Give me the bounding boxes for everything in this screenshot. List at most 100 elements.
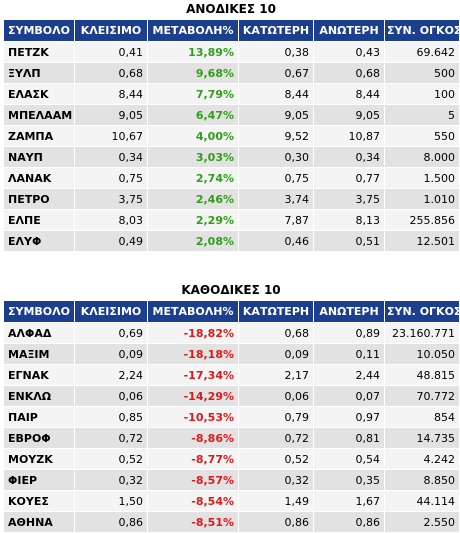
column-header-high[interactable]: ΑΝΩΤΕΡΗ [314, 20, 384, 41]
cell-symbol[interactable]: ΕΒΡΟΦ [4, 428, 74, 448]
cell-symbol[interactable]: ΞΥΛΠ [4, 63, 74, 83]
cell-high: 2,44 [314, 365, 384, 385]
table-row[interactable]: ΝΑΥΠ 0,34 3,03% 0,30 0,34 8.000 [4, 147, 459, 167]
cell-volume: 8.850 [385, 470, 459, 490]
table-row[interactable]: ΕΛΥΦ 0,49 2,08% 0,46 0,51 12.501 [4, 231, 459, 251]
cell-symbol[interactable]: ΑΘΗΝΑ [4, 512, 74, 532]
cell-volume: 4.242 [385, 449, 459, 469]
table-row[interactable]: ΞΥΛΠ 0,68 9,68% 0,67 0,68 500 [4, 63, 459, 83]
cell-low: 0,09 [239, 344, 313, 364]
cell-low: 0,32 [239, 470, 313, 490]
cell-close: 2,24 [75, 365, 147, 385]
cell-low: 0,67 [239, 63, 313, 83]
column-header-low[interactable]: ΚΑΤΩΤΕΡΗ [239, 301, 313, 322]
cell-symbol[interactable]: ΠΕΤΡΟ [4, 189, 74, 209]
cell-high: 9,05 [314, 105, 384, 125]
cell-symbol[interactable]: ΑΛΦΑΔ [4, 323, 74, 343]
cell-symbol[interactable]: ΛΑΝΑΚ [4, 168, 74, 188]
cell-low: 2,17 [239, 365, 313, 385]
cell-close: 3,75 [75, 189, 147, 209]
cell-symbol[interactable]: ΜΠΕΛΑΑΜ [4, 105, 74, 125]
gainers-section: ΑΝΟΔΙΚΕΣ 10 ΣΥΜΒΟΛΟ ΚΛΕΙΣΙΜΟ ΜΕΤΑΒΟΛΗ% Κ… [3, 0, 459, 252]
cell-low: 1,49 [239, 491, 313, 511]
table-row[interactable]: ΠΕΤΖΚ 0,41 13,89% 0,38 0,43 69.642 [4, 42, 459, 62]
cell-low: 0,72 [239, 428, 313, 448]
cell-symbol[interactable]: ΖΑΜΠΑ [4, 126, 74, 146]
cell-change: -8,54% [148, 491, 238, 511]
cell-high: 0,89 [314, 323, 384, 343]
cell-low: 9,52 [239, 126, 313, 146]
cell-symbol[interactable]: ΕΛΠΕ [4, 210, 74, 230]
cell-symbol[interactable]: ΕΓΝΑΚ [4, 365, 74, 385]
column-header-low[interactable]: ΚΑΤΩΤΕΡΗ [239, 20, 313, 41]
table-row[interactable]: ΜΟΥΖΚ 0,52 -8,77% 0,52 0,54 4.242 [4, 449, 459, 469]
cell-close: 10,67 [75, 126, 147, 146]
column-header-symbol[interactable]: ΣΥΜΒΟΛΟ [4, 20, 74, 41]
cell-high: 0,54 [314, 449, 384, 469]
table-row[interactable]: ΕΝΚΛΩ 0,06 -14,29% 0,06 0,07 70.772 [4, 386, 459, 406]
cell-high: 8,13 [314, 210, 384, 230]
gainers-table: ΣΥΜΒΟΛΟ ΚΛΕΙΣΙΜΟ ΜΕΤΑΒΟΛΗ% ΚΑΤΩΤΕΡΗ ΑΝΩΤ… [3, 19, 460, 252]
cell-volume: 70.772 [385, 386, 459, 406]
cell-high: 0,43 [314, 42, 384, 62]
table-row[interactable]: ΕΛΠΕ 8,03 2,29% 7,87 8,13 255.856 [4, 210, 459, 230]
cell-close: 0,49 [75, 231, 147, 251]
cell-volume: 1.500 [385, 168, 459, 188]
cell-change: 6,47% [148, 105, 238, 125]
table-row[interactable]: ΑΛΦΑΔ 0,69 -18,82% 0,68 0,89 23.160.771 [4, 323, 459, 343]
cell-volume: 2.550 [385, 512, 459, 532]
column-header-symbol[interactable]: ΣΥΜΒΟΛΟ [4, 301, 74, 322]
cell-symbol[interactable]: ΕΛΑΣΚ [4, 84, 74, 104]
column-header-volume[interactable]: ΣΥΝ. ΟΓΚΟΣ [385, 301, 459, 322]
cell-change: 7,79% [148, 84, 238, 104]
cell-symbol[interactable]: ΕΛΥΦ [4, 231, 74, 251]
table-row[interactable]: ΠΑΙΡ 0,85 -10,53% 0,79 0,97 854 [4, 407, 459, 427]
cell-symbol[interactable]: ΕΝΚΛΩ [4, 386, 74, 406]
table-row[interactable]: ΦΙΕΡ 0,32 -8,57% 0,32 0,35 8.850 [4, 470, 459, 490]
cell-symbol[interactable]: ΝΑΥΠ [4, 147, 74, 167]
cell-symbol[interactable]: ΠΑΙΡ [4, 407, 74, 427]
table-row[interactable]: ΜΠΕΛΑΑΜ 9,05 6,47% 9,05 9,05 5 [4, 105, 459, 125]
column-header-high[interactable]: ΑΝΩΤΕΡΗ [314, 301, 384, 322]
table-row[interactable]: ΚΟΥΕΣ 1,50 -8,54% 1,49 1,67 44.114 [4, 491, 459, 511]
column-header-change[interactable]: ΜΕΤΑΒΟΛΗ% [148, 20, 238, 41]
cell-high: 0,77 [314, 168, 384, 188]
table-row[interactable]: ΕΛΑΣΚ 8,44 7,79% 8,44 8,44 100 [4, 84, 459, 104]
cell-change: 2,08% [148, 231, 238, 251]
cell-change: 4,00% [148, 126, 238, 146]
table-row[interactable]: ΛΑΝΑΚ 0,75 2,74% 0,75 0,77 1.500 [4, 168, 459, 188]
table-row[interactable]: ΖΑΜΠΑ 10,67 4,00% 9,52 10,87 550 [4, 126, 459, 146]
column-header-volume[interactable]: ΣΥΝ. ΟΓΚΟΣ [385, 20, 459, 41]
table-row[interactable]: ΜΑΞΙΜ 0,09 -18,18% 0,09 0,11 10.050 [4, 344, 459, 364]
table-row[interactable]: ΕΓΝΑΚ 2,24 -17,34% 2,17 2,44 48.815 [4, 365, 459, 385]
losers-section: ΚΑΘΟΔΙΚΕΣ 10 ΣΥΜΒΟΛΟ ΚΛΕΙΣΙΜΟ ΜΕΤΑΒΟΛΗ% … [3, 281, 459, 533]
cell-close: 0,75 [75, 168, 147, 188]
cell-volume: 69.642 [385, 42, 459, 62]
cell-symbol[interactable]: ΚΟΥΕΣ [4, 491, 74, 511]
cell-symbol[interactable]: ΦΙΕΡ [4, 470, 74, 490]
column-header-close[interactable]: ΚΛΕΙΣΙΜΟ [75, 20, 147, 41]
cell-low: 0,52 [239, 449, 313, 469]
cell-high: 0,97 [314, 407, 384, 427]
losers-table: ΣΥΜΒΟΛΟ ΚΛΕΙΣΙΜΟ ΜΕΤΑΒΟΛΗ% ΚΑΤΩΤΕΡΗ ΑΝΩΤ… [3, 300, 460, 533]
cell-low: 3,74 [239, 189, 313, 209]
column-header-close[interactable]: ΚΛΕΙΣΙΜΟ [75, 301, 147, 322]
table-row[interactable]: ΑΘΗΝΑ 0,86 -8,51% 0,86 0,86 2.550 [4, 512, 459, 532]
cell-low: 0,86 [239, 512, 313, 532]
gainers-title: ΑΝΟΔΙΚΕΣ 10 [186, 2, 276, 16]
cell-symbol[interactable]: ΜΟΥΖΚ [4, 449, 74, 469]
column-header-change[interactable]: ΜΕΤΑΒΟΛΗ% [148, 301, 238, 322]
cell-symbol[interactable]: ΜΑΞΙΜ [4, 344, 74, 364]
cell-high: 0,81 [314, 428, 384, 448]
cell-volume: 5 [385, 105, 459, 125]
cell-close: 0,85 [75, 407, 147, 427]
table-row[interactable]: ΠΕΤΡΟ 3,75 2,46% 3,74 3,75 1.010 [4, 189, 459, 209]
cell-close: 8,03 [75, 210, 147, 230]
cell-high: 0,34 [314, 147, 384, 167]
cell-change: 2,29% [148, 210, 238, 230]
cell-change: -8,51% [148, 512, 238, 532]
cell-close: 0,86 [75, 512, 147, 532]
table-row[interactable]: ΕΒΡΟΦ 0,72 -8,86% 0,72 0,81 14.735 [4, 428, 459, 448]
cell-volume: 500 [385, 63, 459, 83]
cell-symbol[interactable]: ΠΕΤΖΚ [4, 42, 74, 62]
